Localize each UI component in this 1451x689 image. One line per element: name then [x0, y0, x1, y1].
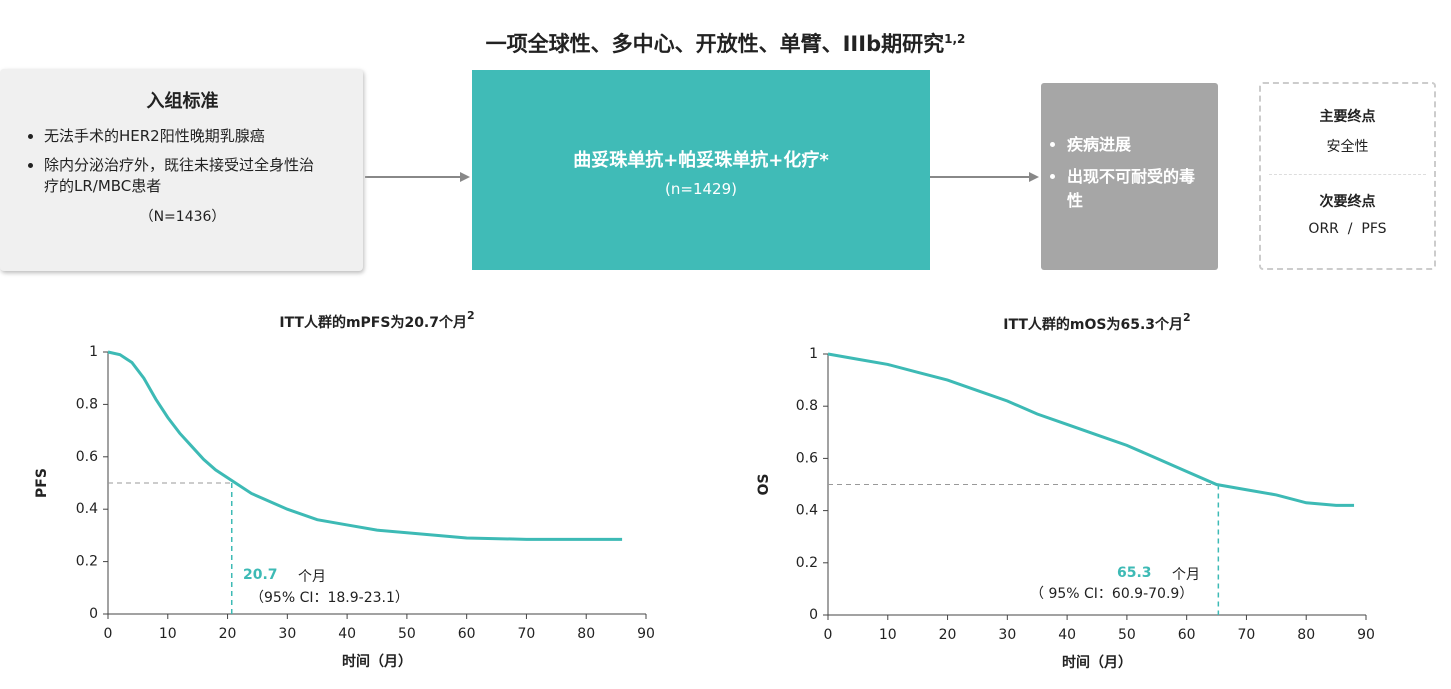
survival-curve [827, 352, 1355, 507]
box-heading: 入组标准 [146, 91, 219, 112]
box-n: （N=1436） [139, 209, 226, 225]
chart-title: ITT人群的mPFS为20.7个月2 [279, 309, 474, 331]
y-tick-label: 0 [809, 607, 818, 623]
arrow-head [460, 172, 470, 182]
endpoint: ORR / PFS [1308, 221, 1387, 237]
y-tick-label: 1 [809, 346, 818, 362]
x-tick-label: 10 [879, 627, 897, 643]
chart-title-sup: 2 [467, 309, 475, 322]
x-tick-label: 70 [518, 626, 536, 642]
y-axis-label: OS [756, 474, 772, 496]
median-ci: （95% CI：18.9-23.1） [250, 590, 409, 606]
box-heading: 曲妥珠单抗+帕妥珠单抗+化疗* [573, 150, 829, 171]
title-text: 一项全球性、多中心、开放性、单臂、IIIb期研究 [485, 32, 945, 56]
x-tick-label: 60 [458, 626, 476, 642]
median-value: 20.7 [243, 567, 278, 583]
x-tick-label: 40 [338, 626, 356, 642]
endpoint-heading: 主要终点 [1319, 109, 1376, 125]
x-tick-label: 30 [278, 626, 296, 642]
bullet: 疾病进展 [1067, 131, 1208, 155]
bullet: 无法手术的HER2阳性晚期乳腺癌 [44, 125, 343, 146]
y-tick-label: 0.2 [76, 554, 98, 570]
title-sup: 1,2 [944, 32, 966, 46]
stop-box: 疾病进展 出现不可耐受的毒性 [1041, 83, 1218, 270]
median-unit: 个月 [298, 569, 326, 585]
median-ci: （ 95% CI：60.9-70.9） [1030, 586, 1193, 602]
x-tick-label: 30 [998, 627, 1016, 643]
bullet-list: 疾病进展 出现不可耐受的毒性 [1045, 131, 1208, 211]
x-tick-label: 60 [1178, 627, 1196, 643]
x-tick-label: 20 [219, 626, 237, 642]
chart-title: ITT人群的mOS为65.3个月2 [1003, 311, 1190, 333]
y-tick-label: 0.8 [76, 396, 98, 412]
box-n: (n=1429) [665, 180, 737, 198]
x-tick-label: 90 [1357, 627, 1375, 643]
bullet: 除内分泌治疗外，既往未接受过全身性治疗的LR/MBC患者 [44, 154, 324, 196]
median-unit: 个月 [1172, 567, 1200, 583]
x-tick-label: 50 [398, 626, 416, 642]
y-tick-label: 0.6 [76, 449, 98, 465]
x-tick-label: 0 [824, 627, 833, 643]
y-tick-label: 0.4 [796, 503, 818, 519]
x-axis-label: 时间（月） [1062, 654, 1132, 671]
x-tick-label: 80 [577, 626, 595, 642]
y-tick-label: 0.4 [76, 501, 98, 517]
y-axis-label: PFS [34, 468, 50, 498]
y-tick-label: 0.8 [796, 398, 818, 414]
x-tick-label: 70 [1238, 627, 1256, 643]
chart-title-text: ITT人群的mPFS为20.7个月 [279, 314, 467, 331]
arrow-head [1029, 172, 1039, 182]
x-tick-label: 10 [159, 626, 177, 642]
endpoints-box: 主要终点 安全性 次要终点 ORR / PFS [1259, 82, 1436, 270]
x-tick-label: 50 [1118, 627, 1136, 643]
treatment-box: 曲妥珠单抗+帕妥珠单抗+化疗* (n=1429) [472, 70, 930, 270]
y-tick-label: 0.6 [796, 450, 818, 466]
median-value: 65.3 [1117, 565, 1152, 581]
x-tick-label: 40 [1058, 627, 1076, 643]
x-tick-label: 0 [104, 626, 113, 642]
bullet-list: 无法手术的HER2阳性晚期乳腺癌 除内分泌治疗外，既往未接受过全身性治疗的LR/… [22, 125, 343, 196]
endpoint: 安全性 [1326, 139, 1369, 155]
x-tick-label: 20 [939, 627, 957, 643]
survival-curve [107, 350, 623, 541]
y-tick-label: 1 [89, 344, 98, 360]
y-tick-label: 0 [89, 606, 98, 622]
x-tick-label: 80 [1297, 627, 1315, 643]
enrollment-box: 入组标准 无法手术的HER2阳性晚期乳腺癌 除内分泌治疗外，既往未接受过全身性治… [0, 69, 363, 271]
y-tick-label: 0.2 [796, 555, 818, 571]
endpoint-heading: 次要终点 [1319, 194, 1376, 210]
chart-title-text: ITT人群的mOS为65.3个月 [1003, 316, 1183, 333]
bullet: 出现不可耐受的毒性 [1067, 163, 1208, 211]
x-axis-label: 时间（月） [342, 653, 412, 670]
title: 一项全球性、多中心、开放性、单臂、IIIb期研究1,2 [0, 28, 1451, 58]
chart-title-sup: 2 [1183, 311, 1191, 324]
x-tick-label: 90 [637, 626, 655, 642]
